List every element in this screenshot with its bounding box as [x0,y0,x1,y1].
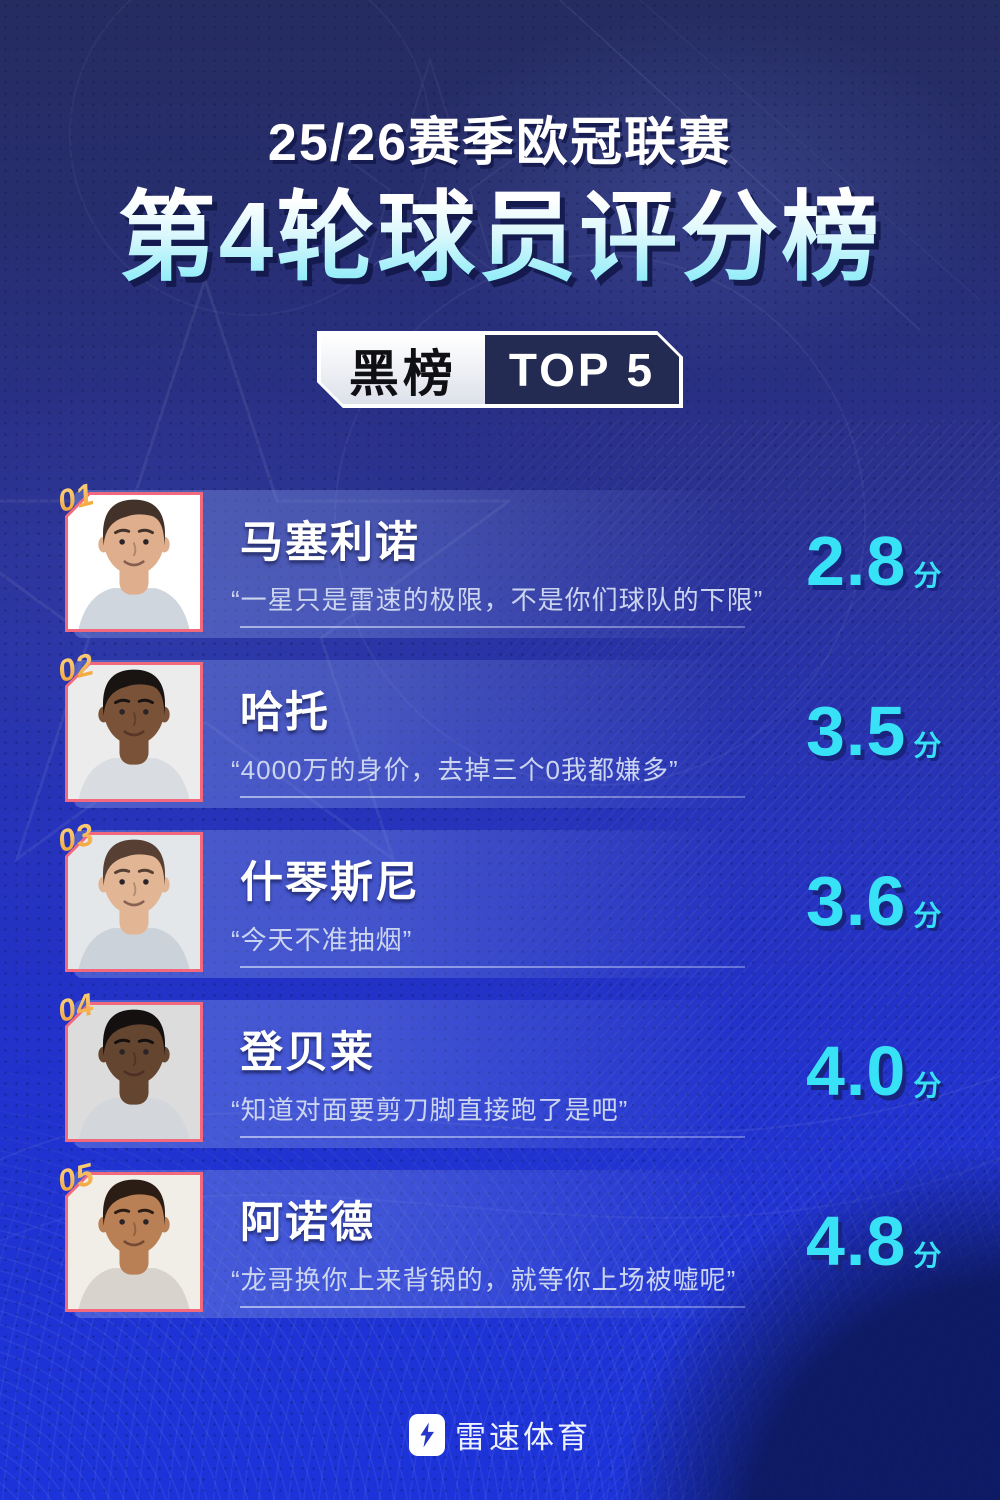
player-quote: “龙哥换你上来背锅的，就等你上场被嘘呢” [231,1265,737,1295]
player-score: 4.0 分 [806,1036,941,1106]
score-value: 4.0 [806,1032,907,1110]
player-avatar-illustration [68,835,200,969]
score-unit: 分 [913,1070,942,1101]
player-avatar-illustration [68,1005,200,1139]
player-row-2: 02 哈托 “4000万的身价，去掉三个0我都嫌多” 3.5 分 [0,646,1000,808]
player-score: 3.5 分 [806,696,941,766]
player-photo [68,1175,200,1309]
player-row-3: 03 什琴斯尼 “今天不准抽烟” 3.6 分 [0,816,1000,978]
score-value: 2.8 [806,522,907,600]
player-row-1: 01 马塞利诺 “一星只是雷速的极限，不是你们球队的下限” 2.8 分 [0,476,1000,638]
title-line2: 第4轮球员评分榜 [0,158,1000,300]
player-photo [68,835,200,969]
badge-top5-label: TOP 5 [485,335,679,404]
player-quote: “4000万的身价，去掉三个0我都嫌多” [231,755,679,785]
player-name: 登贝莱 [240,1029,375,1077]
score-unit: 分 [913,900,942,931]
row-divider [240,1136,745,1138]
score-unit: 分 [913,560,942,591]
list-badge: 黑榜 TOP 5 [0,331,1000,408]
player-quote: “一星只是雷速的极限，不是你们球队的下限” [231,585,764,615]
score-unit: 分 [913,730,942,761]
score-value: 3.6 [806,862,907,940]
badge-blacklist-label: 黑榜 [321,335,485,404]
row-divider [240,1306,745,1308]
player-name: 哈托 [240,689,330,737]
title-line1: 25/26赛季欧冠联赛 [267,114,733,172]
player-name: 马塞利诺 [240,519,420,567]
player-photo [68,1005,200,1139]
player-avatar-illustration [68,1175,200,1309]
player-avatar-illustration [68,665,200,799]
player-score: 3.6 分 [806,866,941,936]
player-row-5: 05 阿诺德 “龙哥换你上来背锅的，就等你上场被嘘呢” 4.8 分 [0,1156,1000,1318]
score-value: 3.5 [806,692,907,770]
player-score: 2.8 分 [806,526,941,596]
row-divider [240,966,745,968]
player-name: 阿诺德 [240,1199,375,1247]
player-row-4: 04 登贝莱 “知道对面要剪刀脚直接跑了是吧” 4.0 分 [0,986,1000,1148]
player-photo [68,665,200,799]
player-quote: “今天不准抽烟” [231,925,413,955]
player-avatar-illustration [68,495,200,629]
brand-footer: 雷速体育 [0,1412,1000,1457]
player-name: 什琴斯尼 [240,859,420,907]
row-divider [240,626,745,628]
score-value: 4.8 [806,1202,907,1280]
player-photo [68,495,200,629]
row-divider [240,796,745,798]
player-quote: “知道对面要剪刀脚直接跑了是吧” [231,1095,629,1125]
brand-name: 雷速体育 [455,1420,591,1455]
player-score: 4.8 分 [806,1206,941,1276]
lightning-icon [409,1413,445,1456]
score-unit: 分 [913,1240,942,1271]
